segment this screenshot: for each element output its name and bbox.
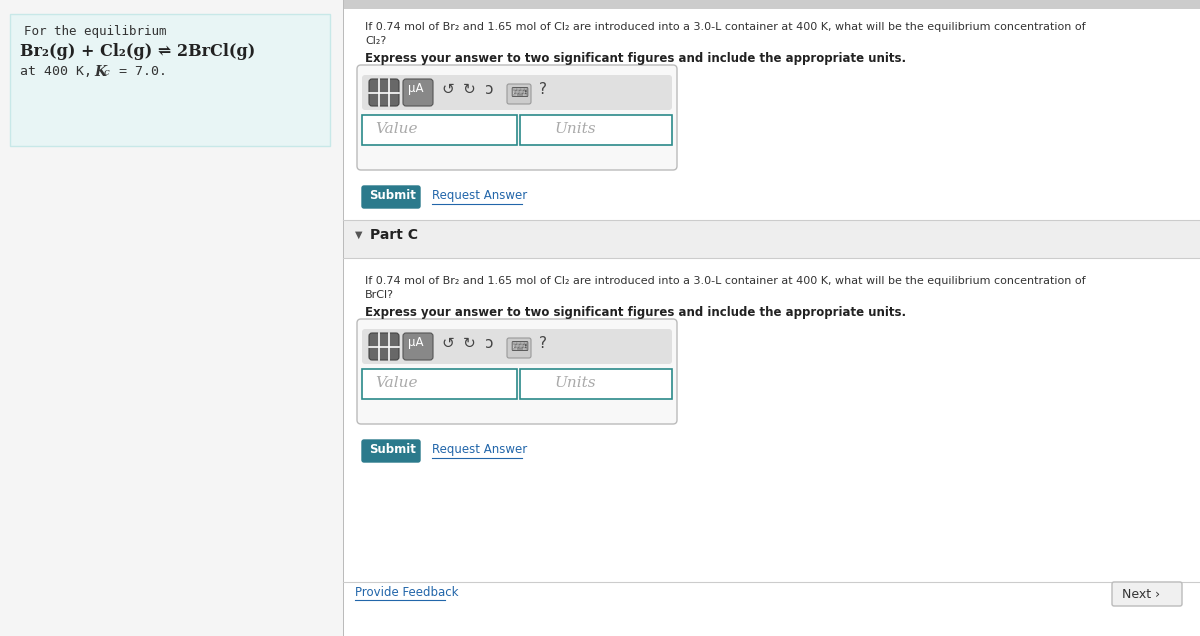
FancyBboxPatch shape: [10, 14, 330, 146]
FancyBboxPatch shape: [508, 84, 530, 104]
Text: at 400 K,: at 400 K,: [20, 65, 108, 78]
Text: ↄ: ↄ: [485, 336, 493, 351]
Text: c: c: [104, 68, 109, 77]
Text: Submit: Submit: [370, 189, 416, 202]
Text: Units: Units: [554, 122, 596, 136]
FancyBboxPatch shape: [520, 115, 672, 145]
FancyBboxPatch shape: [508, 338, 530, 358]
FancyBboxPatch shape: [362, 186, 420, 208]
Text: ▼: ▼: [355, 230, 362, 240]
Text: Br₂(g) + Cl₂(g) ⇌ 2BrCl(g): Br₂(g) + Cl₂(g) ⇌ 2BrCl(g): [20, 43, 256, 60]
FancyBboxPatch shape: [403, 333, 433, 360]
FancyBboxPatch shape: [362, 440, 420, 462]
Text: ↺: ↺: [442, 336, 454, 351]
Text: = 7.0.: = 7.0.: [112, 65, 167, 78]
Text: Express your answer to two significant figures and include the appropriate units: Express your answer to two significant f…: [365, 52, 906, 65]
Text: ⌨: ⌨: [510, 341, 528, 354]
Text: Value: Value: [374, 376, 418, 390]
Text: ?: ?: [539, 336, 547, 351]
FancyBboxPatch shape: [343, 0, 1200, 636]
Text: ↺: ↺: [442, 82, 454, 97]
FancyBboxPatch shape: [362, 369, 517, 399]
Text: ↄ: ↄ: [485, 82, 493, 97]
Text: Next ›: Next ›: [1122, 588, 1160, 601]
Text: ↻: ↻: [463, 336, 475, 351]
Text: Express your answer to two significant figures and include the appropriate units: Express your answer to two significant f…: [365, 306, 906, 319]
Text: ?: ?: [539, 82, 547, 97]
Text: μA: μA: [408, 336, 424, 349]
Text: ↻: ↻: [463, 82, 475, 97]
FancyBboxPatch shape: [362, 329, 672, 364]
Text: If 0.74 mol of Br₂ and 1.65 mol of Cl₂ are introduced into a 3.0-L container at : If 0.74 mol of Br₂ and 1.65 mol of Cl₂ a…: [365, 22, 1086, 32]
Text: K: K: [94, 65, 106, 79]
FancyBboxPatch shape: [362, 115, 517, 145]
Text: Submit: Submit: [370, 443, 416, 456]
Text: Request Answer: Request Answer: [432, 189, 527, 202]
FancyBboxPatch shape: [343, 0, 1200, 9]
Text: Cl₂?: Cl₂?: [365, 36, 386, 46]
Text: Value: Value: [374, 122, 418, 136]
Text: Part C: Part C: [370, 228, 418, 242]
Text: μA: μA: [408, 82, 424, 95]
Text: For the equilibrium: For the equilibrium: [24, 25, 167, 38]
Text: BrCl?: BrCl?: [365, 290, 394, 300]
FancyBboxPatch shape: [358, 65, 677, 170]
Text: Provide Feedback: Provide Feedback: [355, 586, 458, 599]
FancyBboxPatch shape: [370, 333, 398, 360]
FancyBboxPatch shape: [1112, 582, 1182, 606]
Text: Request Answer: Request Answer: [432, 443, 527, 456]
FancyBboxPatch shape: [343, 220, 1200, 258]
Text: ⌨: ⌨: [510, 87, 528, 100]
Text: Units: Units: [554, 376, 596, 390]
FancyBboxPatch shape: [358, 319, 677, 424]
FancyBboxPatch shape: [403, 79, 433, 106]
Text: If 0.74 mol of Br₂ and 1.65 mol of Cl₂ are introduced into a 3.0-L container at : If 0.74 mol of Br₂ and 1.65 mol of Cl₂ a…: [365, 276, 1086, 286]
FancyBboxPatch shape: [362, 75, 672, 110]
FancyBboxPatch shape: [370, 79, 398, 106]
FancyBboxPatch shape: [520, 369, 672, 399]
